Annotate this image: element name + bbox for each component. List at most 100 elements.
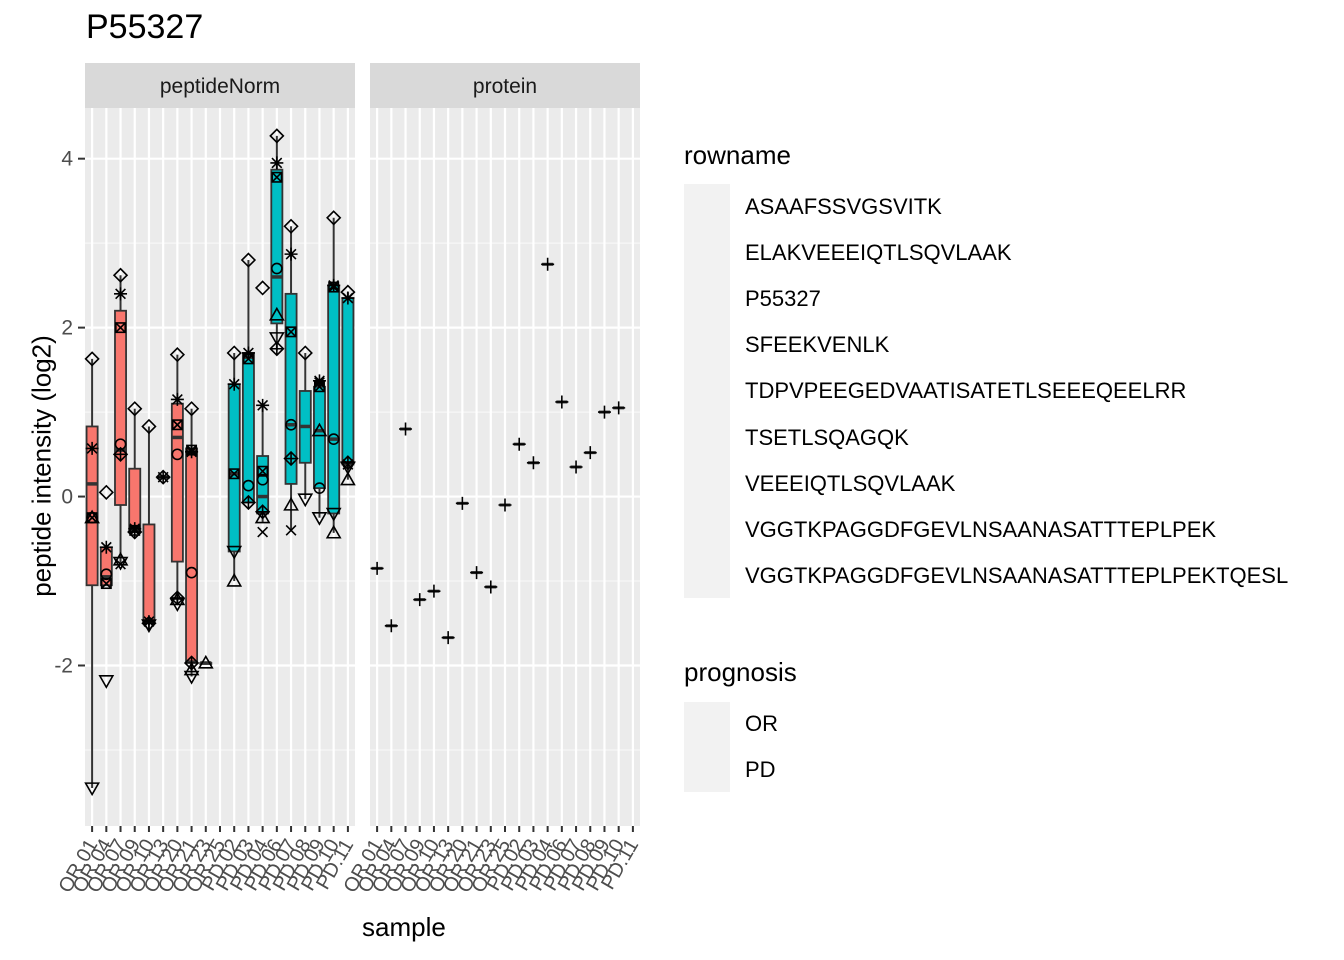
protein-marker bbox=[370, 561, 384, 575]
box-body bbox=[114, 309, 127, 506]
point-square-cross bbox=[172, 419, 183, 431]
facet-strip bbox=[370, 63, 640, 108]
protein-PD.02 bbox=[512, 437, 526, 451]
point-circle bbox=[185, 566, 198, 579]
box-OR.10 bbox=[141, 418, 157, 634]
point-square-cross bbox=[86, 512, 98, 523]
point-TDPVPEEGEDVAATISATETLSEEEQEELRR bbox=[183, 401, 200, 417]
point-SFEEKVENLK bbox=[285, 524, 297, 536]
point-diamond bbox=[127, 401, 143, 417]
facet-strip-label: protein bbox=[473, 75, 537, 98]
point-diamond-plus bbox=[185, 656, 199, 670]
point-TSETLSQAGQK bbox=[98, 675, 115, 689]
point-TDPVPEEGEDVAATISATETLSEEEQEELRR bbox=[240, 252, 257, 268]
point-VEEEIQTLSQVLAAK bbox=[257, 465, 269, 477]
point-diamond bbox=[169, 347, 185, 363]
box-points bbox=[226, 345, 243, 587]
point-plus bbox=[569, 460, 583, 474]
box-body bbox=[270, 168, 284, 325]
point-TDPVPEEGEDVAATISATETLSEEEQEELRR bbox=[297, 345, 313, 361]
protein-OR.21 bbox=[470, 566, 484, 580]
point-diamond-plus bbox=[142, 616, 156, 630]
box-points bbox=[283, 218, 299, 536]
box-PD.08 bbox=[297, 345, 314, 508]
point-triangle-down bbox=[226, 545, 243, 560]
boxplots bbox=[84, 128, 356, 797]
protein-marker bbox=[541, 257, 555, 271]
protein-marker bbox=[612, 401, 626, 415]
point-asterisk bbox=[170, 392, 184, 406]
box-body bbox=[284, 292, 298, 485]
protein-marker bbox=[498, 498, 512, 512]
box-points bbox=[98, 484, 115, 689]
protein-PD.10 bbox=[612, 401, 626, 415]
point-circle bbox=[270, 262, 283, 275]
point-circle bbox=[256, 473, 269, 486]
point-diamond-plus bbox=[128, 525, 142, 539]
point-circle bbox=[313, 482, 326, 494]
protein-marker bbox=[441, 631, 455, 645]
point-diamond bbox=[240, 252, 257, 268]
point-triangle bbox=[226, 572, 243, 587]
legend-item-label: ELAKVEEEIQTLSQVLAAK bbox=[745, 240, 1012, 266]
box-points bbox=[183, 401, 200, 685]
point-VEEEIQTLSQVLAAK bbox=[228, 468, 240, 480]
protein-marker bbox=[597, 405, 611, 419]
legend-item-label: P55327 bbox=[745, 286, 821, 312]
protein-PD.08 bbox=[583, 446, 597, 460]
point-circle bbox=[242, 479, 255, 492]
facet-strip bbox=[85, 63, 355, 108]
point-TDPVPEEGEDVAATISATETLSEEEQEELRR bbox=[226, 345, 242, 361]
box-points bbox=[297, 345, 314, 508]
protein-marker bbox=[384, 619, 398, 633]
point-VGGTKPAGGDFGEVLNSAANASATTTEPLPEKTQESL bbox=[127, 524, 143, 540]
box-points bbox=[240, 252, 257, 511]
point-asterisk bbox=[85, 441, 99, 455]
protein-OR.10 bbox=[427, 584, 441, 598]
point-cross bbox=[257, 526, 269, 538]
box-OR.04 bbox=[98, 484, 115, 689]
box-OR.07 bbox=[112, 267, 129, 571]
y-axis: -2 0 2 4 bbox=[54, 148, 85, 678]
box-PD.09 bbox=[311, 374, 328, 526]
box-body bbox=[185, 447, 199, 663]
point-asterisk bbox=[227, 377, 241, 391]
point-ASAAFSSVGSVITK bbox=[313, 482, 326, 494]
point-VGGTKPAGGDFGEVLNSAANASATTTEPLPEKTQESL bbox=[183, 655, 200, 671]
point-triangle-down bbox=[84, 782, 100, 797]
point-plus bbox=[498, 498, 512, 512]
point-VGGTKPAGGDFGEVLNSAANASATTTEPLPEKTQESL bbox=[340, 455, 356, 471]
point-VGGTKPAGGDFGEVLNSAANASATTTEPLPEK bbox=[284, 247, 298, 261]
point-circle bbox=[171, 448, 184, 461]
point-asterisk bbox=[270, 156, 284, 170]
box-points bbox=[84, 351, 100, 797]
point-circle bbox=[285, 418, 297, 431]
protein-OR.13 bbox=[441, 631, 455, 645]
point-triangle-down bbox=[112, 556, 129, 571]
legend-item-label: TDPVPEEGEDVAATISATETLSEEEQEELRR bbox=[745, 378, 1187, 404]
point-TDPVPEEGEDVAATISATETLSEEEQEELRR bbox=[269, 128, 285, 144]
point-SFEEKVENLK bbox=[115, 558, 126, 570]
point-VGGTKPAGGDFGEVLNSAANASATTTEPLPEKTQESL bbox=[169, 590, 185, 606]
box-OR.01 bbox=[84, 351, 100, 797]
point-VGGTKPAGGDFGEVLNSAANASATTTEPLPEK bbox=[114, 287, 128, 301]
point-square bbox=[115, 322, 127, 334]
point-diamond bbox=[141, 418, 157, 435]
point-asterisk bbox=[284, 247, 298, 261]
box-points bbox=[112, 267, 129, 571]
point-VGGTKPAGGDFGEVLNSAANASATTTEPLPEKTQESL bbox=[141, 615, 157, 631]
point-diamond bbox=[255, 280, 271, 296]
point-TDPVPEEGEDVAATISATETLSEEEQEELRR bbox=[255, 280, 271, 296]
point-VGGTKPAGGDFGEVLNSAANASATTTEPLPEK bbox=[185, 445, 199, 459]
legend-item-label: ASAAFSSVGSVITK bbox=[745, 194, 942, 219]
point-square-cross bbox=[115, 322, 126, 333]
point-TSETLSQAGQK bbox=[84, 782, 100, 797]
box-body bbox=[313, 385, 326, 490]
point-asterisk bbox=[312, 374, 326, 388]
point-ELAKVEEEIQTLSQVLAAK bbox=[311, 422, 328, 437]
box-points bbox=[340, 284, 356, 486]
point-triangle bbox=[283, 496, 299, 511]
point-diamond-plus bbox=[270, 342, 284, 356]
legend-rowname-title: rowname bbox=[684, 140, 791, 170]
point-plus bbox=[555, 395, 569, 409]
